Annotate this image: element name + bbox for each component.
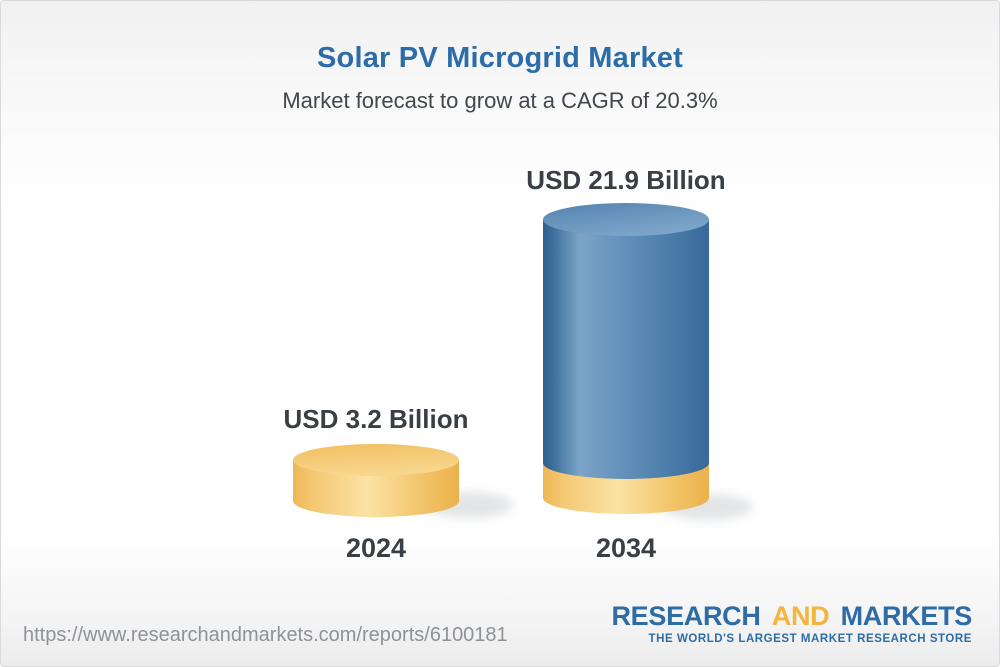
bar-2024-cylinder	[293, 444, 459, 517]
bar-2034-value-label: USD 21.9 Billion	[526, 165, 726, 195]
page-title: Solar PV Microgrid Market	[317, 42, 683, 74]
research-and-markets-logo: RESEARCH AND MARKETS THE WORLD'S LARGEST…	[611, 601, 973, 645]
logo-word-markets: MARKETS	[840, 601, 973, 631]
bar-2024-axis-label: 2024	[345, 533, 407, 563]
logo-word-research: RESEARCH	[611, 601, 761, 631]
page-subtitle: Market forecast to grow at a CAGR of 20.…	[282, 88, 718, 113]
logo-tagline: THE WORLD'S LARGEST MARKET RESEARCH STOR…	[648, 632, 972, 645]
bar-2034-cylinder	[543, 203, 709, 514]
bar-2034-axis-label: 2034	[595, 533, 657, 563]
logo-wordmark: RESEARCH AND MARKETS	[611, 601, 973, 632]
bar-2024-value-label: USD 3.2 Billion	[283, 404, 469, 434]
logo-word-and: AND	[771, 601, 830, 631]
report-url: https://www.researchandmarkets.com/repor…	[23, 624, 508, 646]
